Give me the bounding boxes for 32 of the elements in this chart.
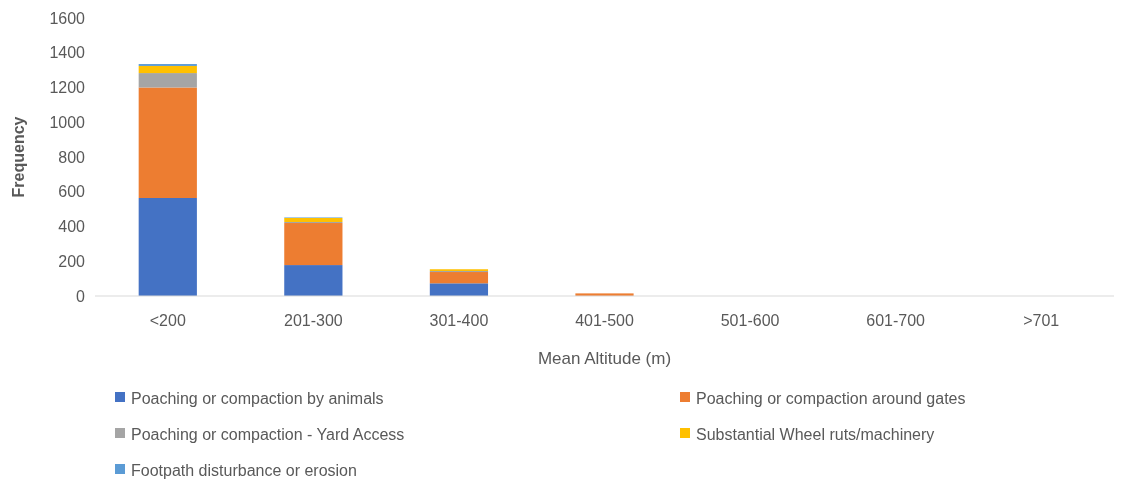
legend-label: Substantial Wheel ruts/machinery: [696, 425, 935, 443]
x-tick-label: 201-300: [284, 312, 343, 329]
bar: [138, 198, 197, 296]
y-tick-label: 1600: [49, 9, 86, 27]
legend-label: Poaching or compaction - Yard Access: [131, 425, 405, 443]
legend-label: Footpath disturbance or erosion: [131, 461, 357, 479]
x-tick-label: <200: [149, 312, 186, 329]
legend-label: Poaching or compaction around gates: [696, 389, 966, 407]
x-axis-title: Mean Altitude (m): [537, 349, 672, 368]
y-tick-label: 1400: [49, 44, 86, 62]
y-tick-label: 1000: [49, 113, 86, 131]
bar: [284, 217, 343, 222]
y-tick-label: 1200: [49, 79, 86, 97]
y-tick-label: 0: [76, 287, 86, 305]
x-tick-label: 501-600: [720, 312, 780, 329]
y-tick-label: 800: [58, 148, 86, 166]
bar: [138, 73, 197, 88]
y-tick-label: 600: [58, 183, 86, 201]
x-tick-label: 601-700: [866, 312, 926, 329]
y-tick-label: 400: [58, 218, 86, 236]
x-tick-label: >701: [1023, 312, 1060, 329]
y-tick-label: 200: [58, 252, 86, 270]
legend-label: Poaching or compaction by animals: [131, 389, 384, 407]
bar: [429, 272, 489, 284]
bar: [138, 87, 197, 199]
bar: [284, 223, 343, 266]
bar: [429, 283, 489, 296]
y-axis-title: Frequency: [10, 116, 27, 198]
bar: [138, 65, 197, 74]
x-tick-label: 301-400: [429, 312, 489, 329]
x-tick-label: 401-500: [575, 312, 634, 329]
bar: [284, 265, 343, 296]
